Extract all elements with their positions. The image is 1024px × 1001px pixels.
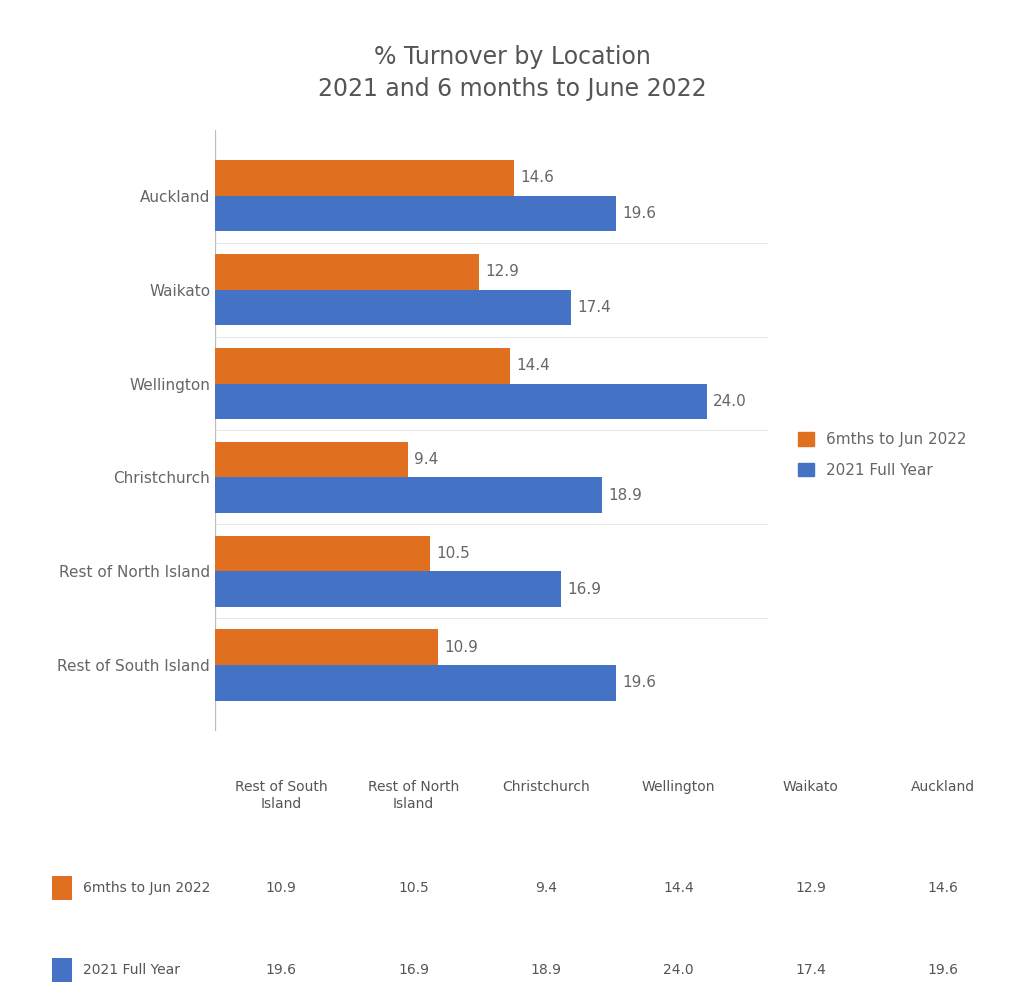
Text: 19.6: 19.6 — [623, 676, 656, 691]
Bar — [215, 572, 561, 607]
Text: 14.4: 14.4 — [663, 881, 693, 895]
Bar — [215, 160, 514, 196]
Bar — [215, 196, 616, 231]
Text: 12.9: 12.9 — [796, 881, 826, 895]
Text: 14.6: 14.6 — [520, 170, 554, 185]
Text: 10.9: 10.9 — [265, 881, 296, 895]
Text: 14.4: 14.4 — [516, 358, 550, 373]
Legend: 6mths to Jun 2022, 2021 Full Year: 6mths to Jun 2022, 2021 Full Year — [793, 426, 973, 483]
Bar — [215, 383, 707, 419]
Text: 16.9: 16.9 — [567, 582, 601, 597]
Text: 18.9: 18.9 — [530, 963, 561, 977]
Text: % Turnover by Location
2021 and 6 months to June 2022: % Turnover by Location 2021 and 6 months… — [317, 45, 707, 101]
Text: 17.4: 17.4 — [796, 963, 826, 977]
Text: 10.9: 10.9 — [444, 640, 478, 655]
Text: Christchurch: Christchurch — [502, 780, 590, 794]
Text: 24.0: 24.0 — [713, 393, 746, 408]
Text: 17.4: 17.4 — [578, 300, 611, 315]
Bar — [215, 665, 616, 701]
Text: 14.6: 14.6 — [928, 881, 958, 895]
Text: 19.6: 19.6 — [623, 206, 656, 221]
Text: 2021 Full Year: 2021 Full Year — [83, 963, 180, 977]
Text: 19.6: 19.6 — [265, 963, 297, 977]
Bar — [215, 477, 602, 513]
Bar — [215, 441, 408, 477]
FancyBboxPatch shape — [52, 876, 72, 900]
Text: Wellington: Wellington — [642, 780, 715, 794]
Text: Waikato: Waikato — [783, 780, 839, 794]
Text: Rest of South
Island: Rest of South Island — [234, 780, 328, 811]
FancyBboxPatch shape — [52, 958, 72, 982]
Bar — [215, 348, 510, 383]
Text: 16.9: 16.9 — [398, 963, 429, 977]
Bar — [215, 536, 430, 572]
Bar — [215, 630, 438, 665]
Text: 24.0: 24.0 — [664, 963, 693, 977]
Text: 10.5: 10.5 — [398, 881, 429, 895]
Bar — [215, 289, 571, 325]
Bar — [215, 254, 479, 289]
Text: 19.6: 19.6 — [928, 963, 958, 977]
Text: 18.9: 18.9 — [608, 487, 642, 503]
Text: 6mths to Jun 2022: 6mths to Jun 2022 — [83, 881, 210, 895]
Text: 9.4: 9.4 — [535, 881, 557, 895]
Text: 12.9: 12.9 — [485, 264, 519, 279]
Text: Rest of North
Island: Rest of North Island — [368, 780, 459, 811]
Text: 9.4: 9.4 — [414, 452, 438, 467]
Text: Auckland: Auckland — [911, 780, 976, 794]
Text: 10.5: 10.5 — [436, 546, 470, 561]
